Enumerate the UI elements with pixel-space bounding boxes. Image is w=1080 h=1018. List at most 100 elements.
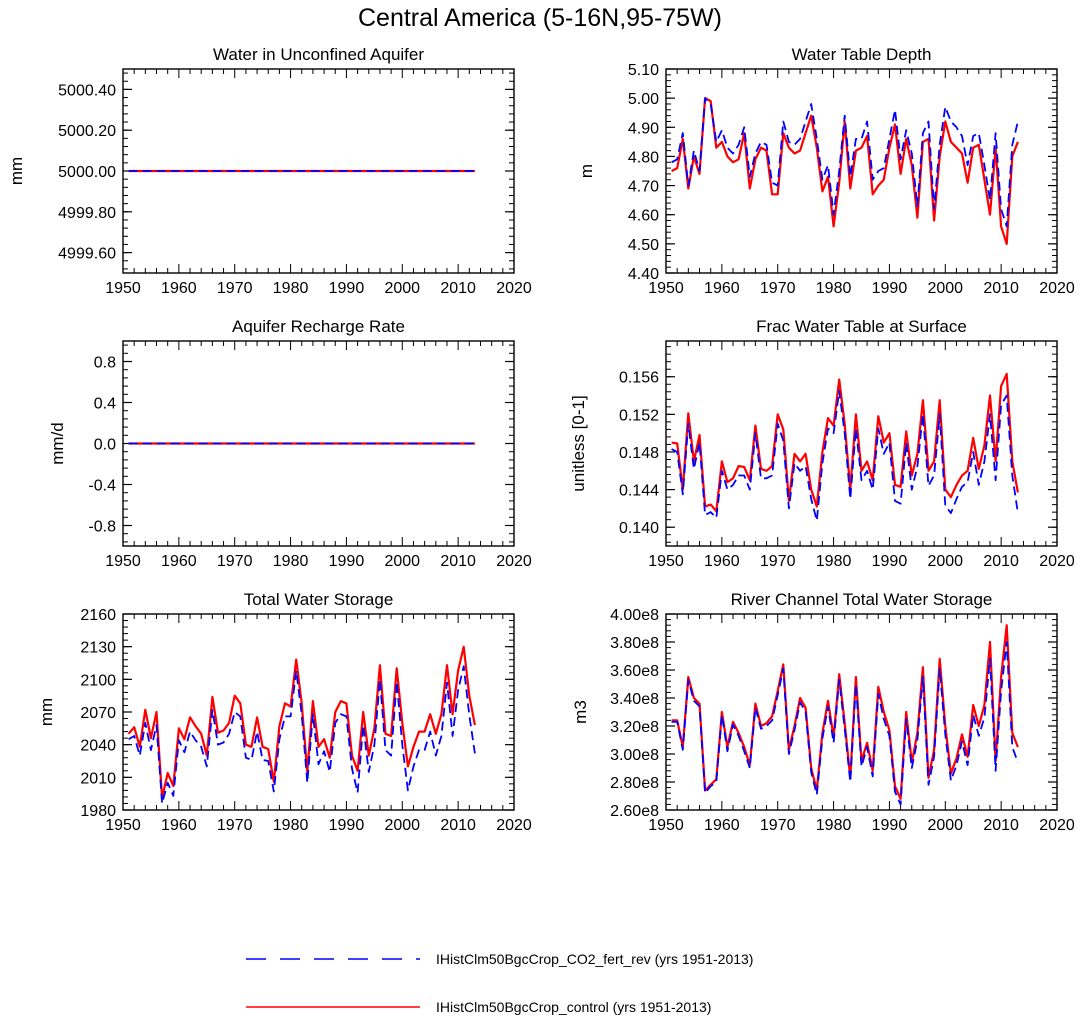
x-tick-label: 1990: [872, 280, 908, 297]
x-tick-label: 1980: [816, 280, 852, 297]
x-tick-label: 2010: [440, 553, 476, 570]
x-tick-label: 2000: [927, 280, 963, 297]
x-tick-label: 2000: [927, 817, 963, 834]
x-tick-label: 1950: [105, 817, 141, 834]
y-tick-label: -0.8: [88, 519, 116, 536]
panel-title: Total Water Storage: [244, 590, 394, 609]
x-tick-label: 1950: [648, 817, 684, 834]
series-line-control: [671, 372, 1019, 513]
legend-label: IHistClm50BgcCrop_CO2_fert_rev (yrs 1951…: [436, 951, 753, 967]
y-tick-label: 2040: [80, 738, 116, 755]
chart-panel: Aquifer Recharge Rate mm/d 1950 1960 1970 198…: [48, 317, 532, 570]
y-tick-label: 2.80e8: [610, 775, 659, 792]
x-tick-label: 1950: [648, 280, 684, 297]
y-tick-label: 5000.40: [58, 82, 116, 99]
x-tick-label: 2010: [983, 553, 1019, 570]
y-tick-label: 0.0: [94, 437, 116, 454]
panel-title: Frac Water Table at Surface: [756, 317, 967, 336]
x-tick-label: 1960: [161, 553, 197, 570]
x-tick-label: 2000: [384, 553, 420, 570]
y-tick-label: 4999.80: [58, 205, 116, 222]
y-tick-label: 4.70: [628, 179, 659, 196]
x-tick-label: 1970: [217, 817, 253, 834]
chart-panel: Frac Water Table at Surface unitless [0-1…: [569, 317, 1075, 570]
y-tick-label: 4999.60: [58, 246, 116, 263]
y-tick-label: 0.152: [619, 407, 659, 424]
y-axis-label: m3: [571, 700, 590, 724]
x-tick-label: 1970: [217, 280, 253, 297]
x-tick-label: 2020: [496, 280, 532, 297]
x-tick-label: 1990: [872, 553, 908, 570]
plot-frame: [665, 340, 1058, 547]
y-tick-label: 4.60: [628, 208, 659, 225]
x-tick-label: 1980: [816, 553, 852, 570]
y-tick-label: -0.4: [88, 478, 116, 495]
x-tick-label: 1960: [161, 280, 197, 297]
x-tick-label: 1950: [648, 553, 684, 570]
y-tick-label: 3.60e8: [610, 663, 659, 680]
x-tick-label: 1960: [704, 280, 740, 297]
panel-title: Water Table Depth: [792, 45, 932, 64]
y-tick-label: 0.148: [619, 445, 659, 462]
chart-panel: River Channel Total Water Storage m3 1950 1…: [571, 590, 1075, 834]
y-tick-label: 4.00e8: [610, 607, 659, 624]
series-line-control: [671, 96, 1019, 245]
y-tick-label: 2010: [80, 770, 116, 787]
panels: Water in Unconfined Aquifer mm 1950 1960 197…: [7, 45, 1075, 834]
y-tick-label: 5.00: [628, 91, 659, 108]
series-line-co2-fert-rev: [671, 641, 1019, 806]
y-axis-label: mm: [37, 698, 56, 726]
y-tick-label: 4.40: [628, 266, 659, 283]
x-tick-label: 1970: [760, 280, 796, 297]
y-tick-label: 2100: [80, 672, 116, 689]
chart-panel: Total Water Storage mm 1950 1960 1970 1980 199…: [37, 590, 532, 834]
y-axis-label: mm/d: [48, 422, 67, 465]
x-tick-label: 2000: [927, 553, 963, 570]
x-tick-label: 1970: [760, 553, 796, 570]
panel-title: Water in Unconfined Aquifer: [213, 45, 424, 64]
y-tick-label: 0.4: [94, 396, 116, 413]
panel-title: Aquifer Recharge Rate: [232, 317, 405, 336]
x-tick-label: 1960: [161, 817, 197, 834]
x-tick-label: 2010: [440, 280, 476, 297]
x-tick-label: 1970: [760, 817, 796, 834]
series-line-control: [671, 624, 1019, 800]
y-tick-label: 4.80: [628, 149, 659, 166]
y-tick-label: 3.20e8: [610, 719, 659, 736]
y-tick-label: 2160: [80, 607, 116, 624]
y-tick-label: 1980: [80, 803, 116, 820]
x-tick-label: 1950: [105, 280, 141, 297]
plot-frame: [665, 68, 1058, 274]
x-tick-label: 1980: [273, 280, 309, 297]
x-tick-label: 1980: [273, 553, 309, 570]
series-line-co2-fert-rev: [128, 665, 476, 805]
x-tick-label: 2020: [1039, 817, 1075, 834]
x-tick-label: 1950: [105, 553, 141, 570]
series-line-co2-fert-rev: [671, 389, 1019, 522]
y-tick-label: 3.00e8: [610, 747, 659, 764]
figure-title: Central America (5-16N,95-75W): [358, 4, 722, 32]
y-axis-label: unitless [0-1]: [569, 395, 588, 491]
x-tick-label: 2000: [384, 817, 420, 834]
y-tick-label: 4.50: [628, 237, 659, 254]
x-tick-label: 1990: [872, 817, 908, 834]
y-tick-label: 0.156: [619, 370, 659, 387]
x-tick-label: 2010: [440, 817, 476, 834]
y-tick-label: 2130: [80, 640, 116, 657]
y-tick-label: 0.8: [94, 355, 116, 372]
plot-frame: [665, 613, 1058, 811]
y-tick-label: 0.144: [619, 483, 659, 500]
x-tick-label: 2010: [983, 817, 1019, 834]
y-tick-label: 5.10: [628, 62, 659, 79]
x-tick-label: 2020: [496, 553, 532, 570]
x-tick-label: 1960: [704, 553, 740, 570]
x-tick-label: 1980: [816, 817, 852, 834]
y-tick-label: 3.40e8: [610, 691, 659, 708]
legend-label: IHistClm50BgcCrop_control (yrs 1951-2013…: [436, 999, 711, 1015]
panel-title: River Channel Total Water Storage: [731, 590, 993, 609]
x-tick-label: 2000: [384, 280, 420, 297]
y-tick-label: 2070: [80, 705, 116, 722]
x-tick-label: 2020: [1039, 280, 1075, 297]
y-tick-label: 0.140: [619, 520, 659, 537]
